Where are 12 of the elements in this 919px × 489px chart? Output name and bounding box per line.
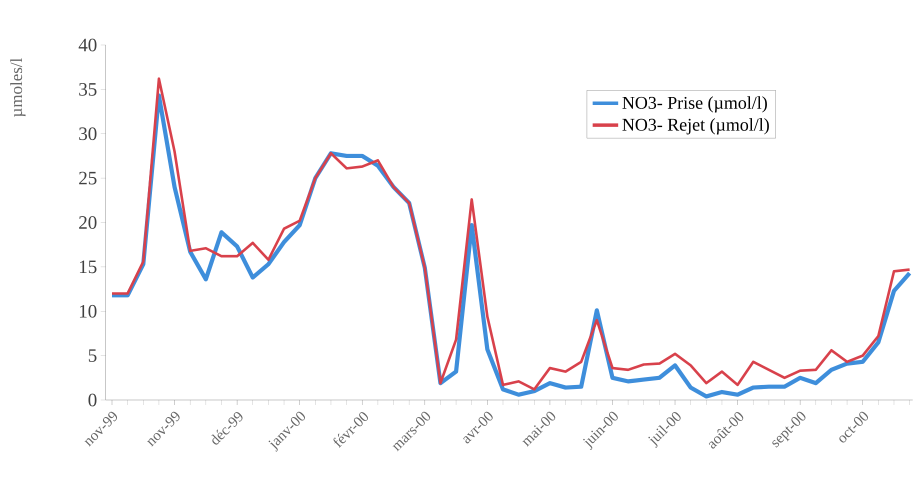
y-tick-label: 40	[78, 38, 96, 52]
legend-label: NO3- Rejet (µmol/l)	[622, 118, 769, 134]
y-tick-label: 15	[80, 260, 96, 274]
y-axis-title: µmoles/l	[10, 58, 26, 117]
y-tick-label: 0	[88, 394, 96, 406]
legend-label: NO3- Prise (µmol/l)	[622, 96, 767, 113]
y-tick-label: 35	[79, 83, 96, 96]
y-tick-label: 10	[80, 304, 96, 318]
y-tick-label: 30	[79, 127, 96, 140]
y-tick-label: 20	[79, 216, 96, 229]
y-tick-label: 25	[79, 172, 96, 184]
y-tick-label: 5	[88, 349, 96, 362]
